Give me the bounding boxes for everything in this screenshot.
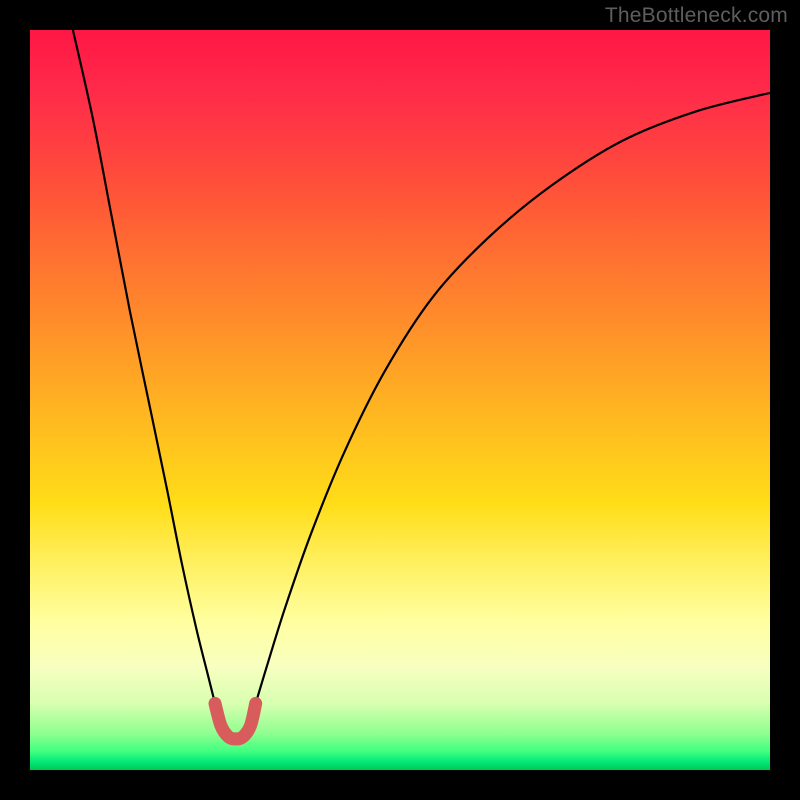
gradient-background <box>30 30 770 770</box>
watermark-text: TheBottleneck.com <box>605 4 788 28</box>
bottleneck-chart <box>30 30 770 770</box>
chart-svg <box>30 30 770 770</box>
